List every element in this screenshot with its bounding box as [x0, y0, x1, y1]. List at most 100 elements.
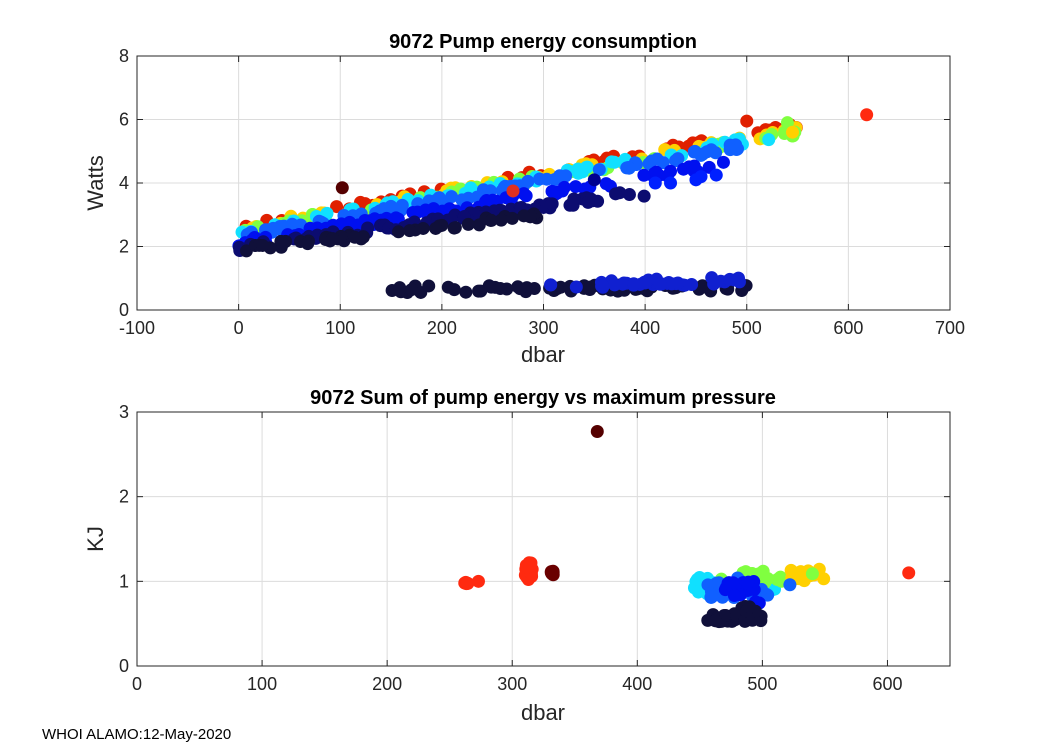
x-tick-label: 500 — [732, 318, 762, 338]
data-point — [385, 283, 399, 297]
data-point — [591, 194, 605, 208]
data-point — [707, 277, 721, 291]
plot-title: 9072 Pump energy consumption — [389, 31, 697, 53]
data-point — [419, 203, 433, 217]
data-point — [690, 572, 704, 586]
x-tick-label: 0 — [234, 318, 244, 338]
x-tick-label: 600 — [872, 674, 902, 694]
data-point — [721, 576, 735, 590]
x-tick-label: 500 — [747, 674, 777, 694]
data-point — [544, 278, 558, 292]
data-point — [638, 276, 652, 290]
data-point — [505, 211, 519, 225]
y-tick-label: 4 — [119, 173, 129, 193]
data-point — [727, 589, 741, 603]
data-point — [669, 154, 683, 168]
data-point — [701, 578, 715, 592]
data-point — [637, 168, 651, 182]
data-point — [348, 230, 362, 244]
x-tick-label: 700 — [935, 318, 965, 338]
data-point — [326, 232, 340, 246]
data-point — [575, 165, 589, 179]
data-point — [595, 279, 609, 293]
data-points — [458, 424, 916, 629]
data-point — [513, 282, 527, 296]
data-point — [691, 585, 705, 599]
data-point — [902, 566, 916, 580]
data-point — [533, 172, 547, 186]
data-point — [471, 574, 485, 588]
data-point — [256, 238, 270, 252]
y-axis-label: Watts — [83, 155, 108, 210]
y-tick-label: 6 — [119, 110, 129, 130]
data-point — [785, 125, 799, 139]
data-point — [645, 154, 659, 168]
data-point — [740, 576, 754, 590]
data-point — [716, 155, 730, 169]
data-point — [704, 590, 718, 604]
data-point — [817, 572, 831, 586]
x-tick-label: 200 — [372, 674, 402, 694]
plot-title: 9072 Sum of pump energy vs maximum press… — [310, 387, 776, 409]
data-point — [553, 169, 567, 183]
y-tick-label: 0 — [119, 300, 129, 320]
data-point — [805, 567, 819, 581]
data-point — [459, 285, 473, 299]
data-point — [627, 277, 641, 291]
data-point — [493, 281, 507, 295]
data-point — [544, 565, 558, 579]
data-point — [671, 276, 685, 290]
data-point — [587, 173, 601, 187]
data-point — [664, 164, 678, 178]
data-point — [656, 156, 670, 170]
data-point — [520, 560, 534, 574]
data-point — [609, 187, 623, 201]
data-point — [581, 195, 595, 209]
data-point — [377, 202, 391, 216]
y-tick-label: 2 — [119, 487, 129, 507]
data-points — [232, 108, 874, 300]
data-point — [447, 283, 461, 297]
y-tick-label: 1 — [119, 571, 129, 591]
data-point — [422, 279, 436, 293]
y-tick-label: 2 — [119, 237, 129, 257]
data-point — [700, 145, 714, 159]
plot-area — [137, 412, 950, 666]
x-tick-label: 400 — [622, 674, 652, 694]
y-axis-label: KJ — [83, 526, 108, 552]
data-point — [780, 116, 794, 130]
data-point — [301, 237, 315, 251]
x-tick-label: 300 — [528, 318, 558, 338]
data-point — [687, 159, 701, 173]
y-tick-label: 3 — [119, 402, 129, 422]
data-point — [506, 184, 520, 198]
data-point — [740, 114, 754, 128]
data-point — [484, 213, 498, 227]
y-tick-label: 0 — [119, 656, 129, 676]
x-axis-label: dbar — [521, 700, 565, 725]
data-point — [448, 221, 462, 235]
x-tick-label: 600 — [833, 318, 863, 338]
data-point — [517, 209, 531, 223]
y-tick-label: 8 — [119, 46, 129, 66]
x-tick-label: -100 — [119, 318, 155, 338]
data-point — [392, 225, 406, 239]
data-point — [403, 224, 417, 238]
data-point — [330, 200, 344, 214]
data-point — [546, 186, 560, 200]
data-point — [545, 197, 559, 211]
data-point — [519, 189, 533, 203]
data-point — [616, 277, 630, 291]
data-point — [461, 217, 475, 231]
data-point — [723, 272, 737, 286]
data-point — [607, 155, 621, 169]
data-point — [460, 576, 474, 590]
data-point — [622, 188, 636, 202]
data-point — [708, 614, 722, 628]
data-point — [653, 277, 667, 291]
data-point — [583, 280, 597, 294]
energy-sum-plot: 0 100 200 300 400 500 600 0 1 2 3 9072 Sum of pump… — [83, 387, 951, 725]
data-point — [709, 168, 723, 182]
